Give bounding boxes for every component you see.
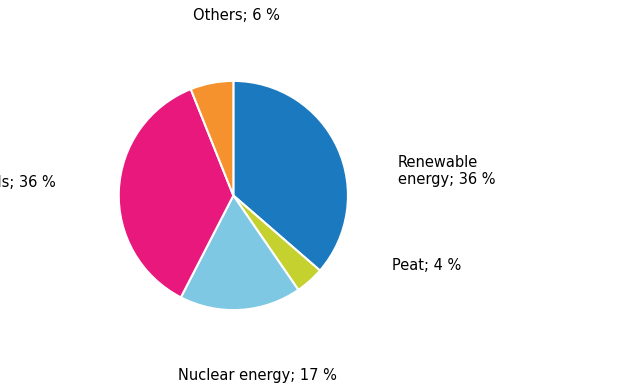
Wedge shape xyxy=(233,196,320,290)
Text: Fossil fuels; 36 %: Fossil fuels; 36 % xyxy=(0,174,55,190)
Wedge shape xyxy=(233,81,348,271)
Text: Nuclear energy; 17 %: Nuclear energy; 17 % xyxy=(178,368,337,383)
Text: Renewable
energy; 36 %: Renewable energy; 36 % xyxy=(398,155,495,187)
Wedge shape xyxy=(181,196,299,310)
Text: Peat; 4 %: Peat; 4 % xyxy=(393,258,462,273)
Wedge shape xyxy=(119,89,233,298)
Text: Others; 6 %: Others; 6 % xyxy=(193,8,279,23)
Wedge shape xyxy=(191,81,233,196)
